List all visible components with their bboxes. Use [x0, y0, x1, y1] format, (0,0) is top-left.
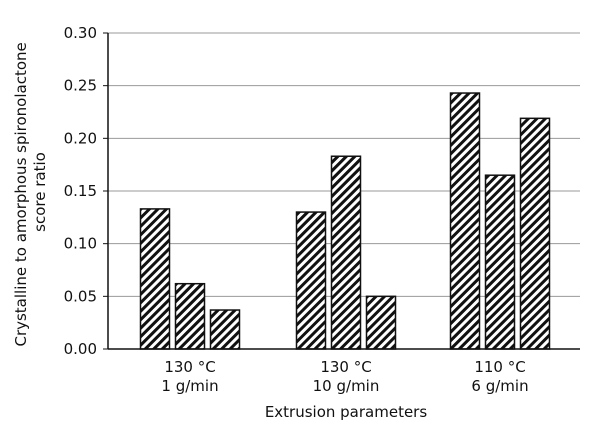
x-tick-label: 110 °C — [474, 358, 525, 376]
bar — [139, 208, 171, 350]
x-tick-label: 10 g/min — [313, 377, 380, 395]
y-axis-title-line-2: score ratio — [31, 152, 49, 232]
bars — [139, 92, 551, 350]
bar — [519, 117, 551, 350]
y-tick-label: 0.25 — [64, 77, 97, 95]
y-axis-title-line-1: Crystalline to amorphous spironolactone — [12, 42, 30, 346]
bar — [365, 295, 397, 350]
y-tick-label: 0.30 — [64, 24, 97, 42]
y-tick-label: 0.00 — [64, 340, 97, 358]
x-tick-label: 130 °C — [164, 358, 215, 376]
x-tick-label: 6 g/min — [471, 377, 528, 395]
bar — [449, 92, 481, 350]
y-tick-labels: 0.00 0.05 0.10 0.15 0.20 0.25 0.30 — [64, 24, 97, 358]
y-tick-label: 0.15 — [64, 182, 97, 200]
bar — [209, 309, 241, 350]
bar — [330, 155, 362, 350]
bar — [295, 211, 327, 350]
y-axis-title: Crystalline to amorphous spironolactone … — [12, 37, 49, 346]
bar — [174, 282, 206, 350]
x-axis-title: Extrusion parameters — [265, 403, 428, 421]
axes — [103, 32, 580, 350]
x-tick-label: 130 °C — [320, 358, 371, 376]
x-tick-label: 1 g/min — [161, 377, 218, 395]
y-tick-label: 0.10 — [64, 235, 97, 253]
y-tick-label: 0.05 — [64, 287, 97, 305]
bar — [484, 174, 516, 350]
y-tick-label: 0.20 — [64, 129, 97, 147]
